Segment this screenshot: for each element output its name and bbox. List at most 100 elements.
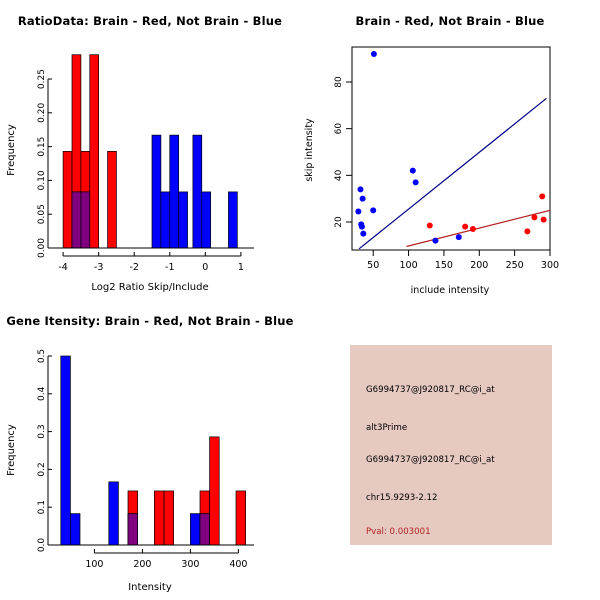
x-axis-tick-label: 300 [541,260,559,271]
scatter-point [524,228,531,235]
scatter-point [355,208,362,215]
probe-id-secondary-line: G6994737@J920817_RC@i_at [366,455,495,465]
x-axis-tick-label: -2 [129,262,138,273]
scatter-title: Brain - Red, Not Brain - Blue [355,14,545,28]
y-axis-tick-label: 0.2 [37,462,47,476]
histogram-bar [60,355,71,546]
y-axis-tick-label: 0.00 [37,238,47,258]
x-axis-tick-label: -1 [165,262,174,273]
scatter-point [360,230,367,237]
histogram-bar [151,134,162,249]
scatter-xlabel: include intensity [411,285,490,296]
scatter-point [370,207,377,214]
y-axis-tick-label: 0.4 [37,386,47,401]
gene-histogram-axes: 0.0 0.1 0.2 0.3 0.4 0.5 100 200 300 400 [37,349,254,570]
scatter-point [426,222,433,229]
y-axis-tick-label: 0.5 [37,349,47,363]
scatter-axes: 20 40 60 80 50 100 150 200 250 300 [334,76,559,271]
histogram-bar [70,513,81,546]
gene-histogram-bars [60,355,246,546]
scatter-point [455,234,462,241]
gene-histogram-svg: 0.0 0.1 0.2 0.3 0.4 0.5 100 200 300 400 Frequency… [6,349,254,593]
scatter-frame [351,46,551,251]
x-axis-tick-label: -3 [94,262,103,273]
y-axis-tick-label: 80 [334,76,344,88]
x-axis-tick-label: 250 [506,260,524,271]
ratio-histogram-title: RatioData: Brain - Red, Not Brain - Blue [17,14,283,28]
histogram-bar [107,151,117,249]
x-axis-tick-label: 200 [133,559,151,570]
histogram-bar [235,490,246,546]
histogram-bar [228,191,238,249]
probe-id-line: G6994737@J920817_RC@i_at [366,385,495,395]
histogram-bar [169,134,180,249]
histogram-bar-overlap [80,191,91,249]
panel-gene-histogram: Gene Itensity: Brain - Red, Not Brain - … [0,300,300,600]
histogram-bar [154,490,165,546]
scatter-svg: 20 40 60 80 50 100 150 200 250 300 skip intensity… [304,46,559,296]
scatter-point [370,51,377,57]
y-axis-tick-label: 0.05 [37,204,47,224]
histogram-bar-overlap [199,513,210,546]
histogram-bar [190,513,201,546]
histogram-bar-overlap [127,513,138,546]
histogram-bar [89,54,100,249]
histogram-bar [160,191,171,249]
scatter-point [358,223,365,230]
histogram-bar [209,436,220,546]
x-axis-tick-label: 0 [202,262,208,273]
info-box: G6994737@J920817_RC@i_at alt3Prime G6994… [350,345,552,545]
x-axis-tick-label: 50 [367,260,379,271]
x-axis-tick-label: 400 [229,559,247,570]
ratio-histogram-xlabel: Log2 Ratio Skip/Include [91,282,208,293]
regression-line [358,97,547,250]
ratio-histogram-ylabel: Frequency [6,124,17,176]
panel-scatter: Brain - Red, Not Brain - Blue 20 40 60 80 50… [300,0,600,300]
y-axis-tick-label: 0.20 [37,103,47,123]
pval-line: Pval: 0.003001 [366,527,431,537]
ratio-histogram-axes: 0.00 0.05 0.10 0.15 0.20 0.25 -4 -3 -2 -1 0 1 [37,69,254,273]
y-axis-tick-label: 0.15 [37,137,47,157]
x-axis-tick-label: 100 [400,260,418,271]
y-axis-tick-label: 20 [334,216,344,228]
ratio-histogram-svg: 0.00 0.05 0.10 0.15 0.20 0.25 -4 -3 -2 -1 0 1 Frequ… [6,54,254,293]
locus-line: chr15.9293-2.12 [366,493,438,503]
scatter-point [409,167,416,174]
scatter-plot-frame [351,46,551,251]
y-axis-tick-label: 0.1 [37,500,47,514]
gene-histogram-ylabel: Frequency [6,424,17,476]
x-axis-tick-label: 150 [435,260,453,271]
y-axis-tick-label: 40 [334,169,344,181]
gene-histogram-title: Gene Itensity: Brain - Red, Not Brain - … [6,314,294,328]
regression-line [406,209,550,248]
y-axis-tick-label: 0.0 [37,538,47,553]
scatter-point [462,223,469,230]
histogram-bar [108,481,119,546]
scatter-point [412,179,419,186]
x-axis-tick-label: 200 [470,260,488,271]
x-axis-tick-label: -4 [58,262,67,273]
histogram-bar [201,191,212,249]
scatter-fit-lines [358,97,550,250]
event-type-line: alt3Prime [366,423,408,433]
scatter-point [469,226,476,232]
scatter-point [357,186,364,193]
histogram-bar [192,134,203,249]
scatter-point [540,216,547,223]
x-axis-tick-label: 100 [85,559,103,570]
panel-info: G6994737@J920817_RC@i_at alt3Prime G6994… [300,300,600,600]
histogram-bar [163,490,174,546]
x-axis-tick-label: 1 [238,262,244,273]
histogram-bar [178,191,188,249]
panel-ratio-histogram: RatioData: Brain - Red, Not Brain - Blue… [0,0,300,300]
scatter-point [359,195,366,202]
y-axis-tick-label: 60 [334,123,344,135]
histogram-bar [62,151,73,249]
x-axis-tick-label: 300 [181,559,199,570]
scatter-ylabel: skip intensity [304,118,315,182]
scatter-points [355,51,547,244]
gene-histogram-xlabel: Intensity [128,582,172,593]
scatter-point [432,237,439,244]
ratio-histogram-bars [62,54,238,249]
